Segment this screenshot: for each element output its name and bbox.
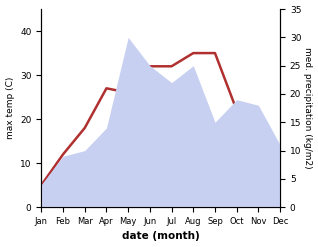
Y-axis label: max temp (C): max temp (C) bbox=[5, 77, 15, 139]
Y-axis label: med. precipitation (kg/m2): med. precipitation (kg/m2) bbox=[303, 47, 313, 169]
X-axis label: date (month): date (month) bbox=[122, 231, 200, 242]
